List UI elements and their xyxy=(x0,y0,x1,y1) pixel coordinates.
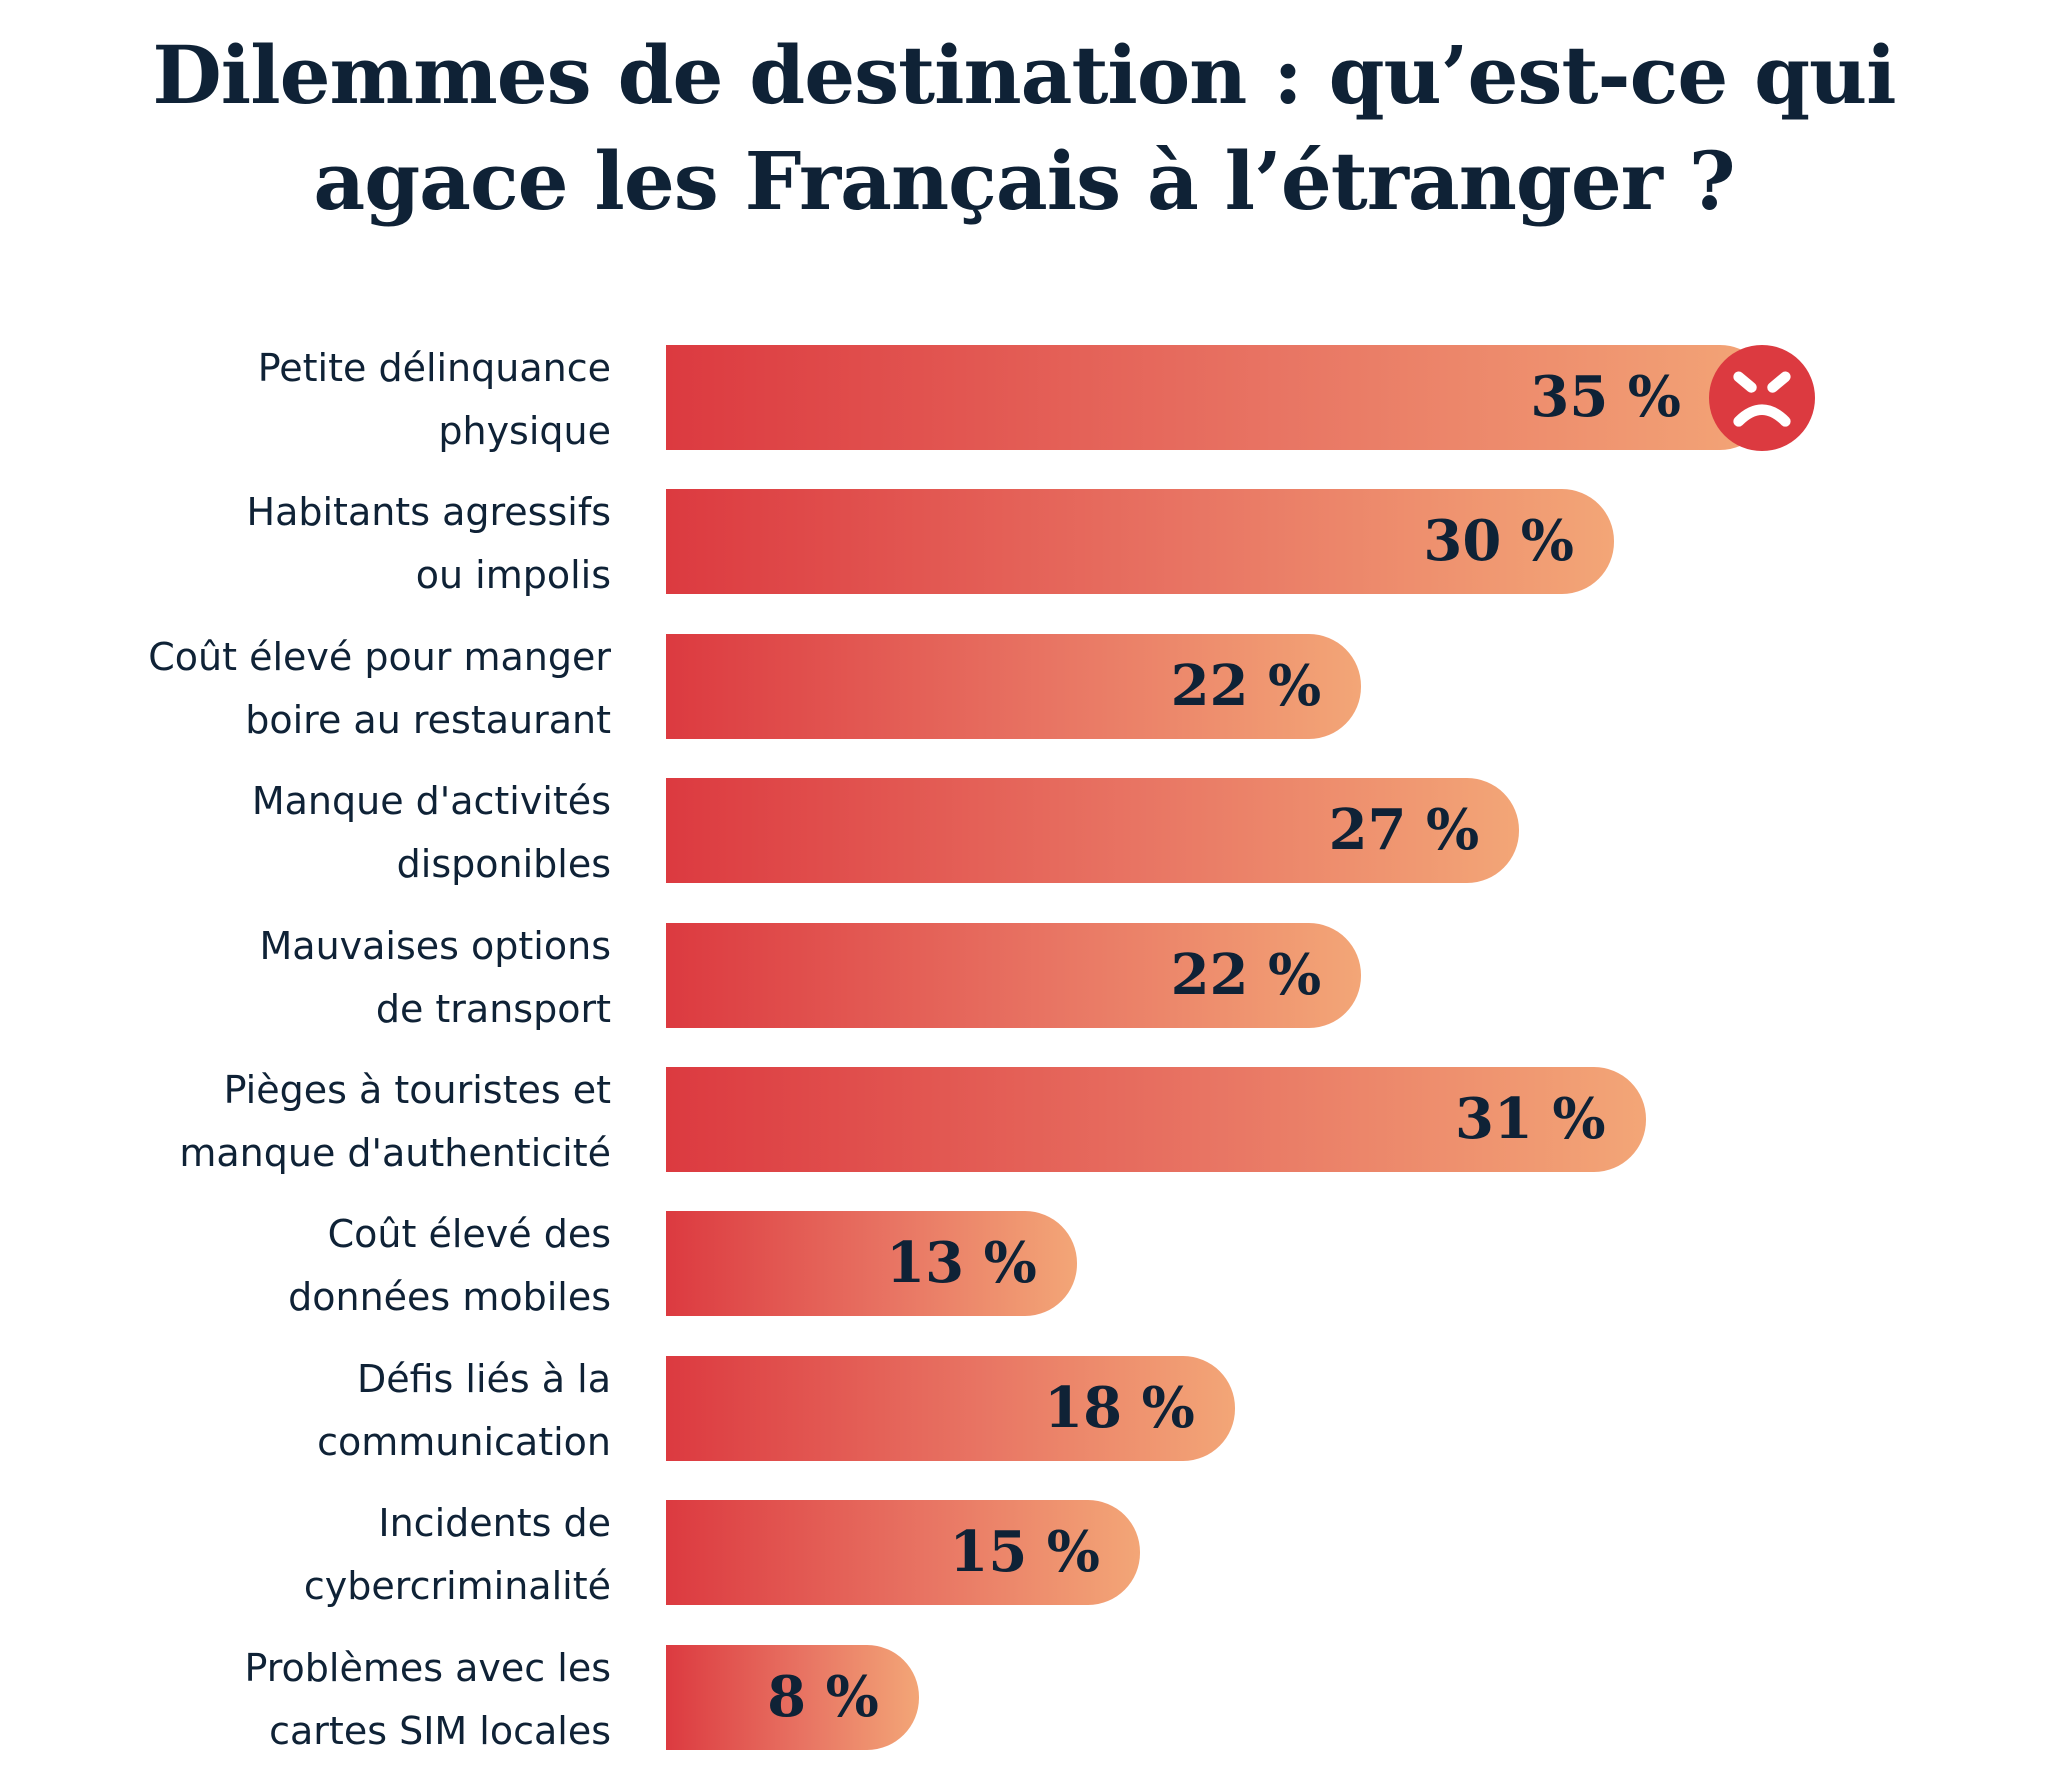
category-label-line: physique xyxy=(438,409,611,453)
category-label: Mauvaises options de transport xyxy=(11,915,612,1041)
value-label: 30 % xyxy=(1423,508,1574,575)
bar-row: Petite délinquance physique 35 % xyxy=(0,345,2048,453)
bar xyxy=(666,1644,919,1750)
category-label-line: Mauvaises options xyxy=(259,923,612,968)
value-label: 18 % xyxy=(1044,1374,1195,1441)
category-label-line: Coût élevé pour manger xyxy=(148,634,611,679)
value-label: 15 % xyxy=(949,1519,1100,1586)
category-label-line: boire au restaurant xyxy=(245,697,611,742)
category-label: Coût élevé pour manger boire au restauran… xyxy=(11,626,611,752)
category-label-line: données mobiles xyxy=(288,1275,611,1320)
category-label-line: Manque d'activités xyxy=(251,779,611,824)
bar xyxy=(666,1067,1646,1172)
bar xyxy=(666,778,1520,884)
value-label: 31 % xyxy=(1454,1086,1606,1152)
category-label-line: Habitants agressifs xyxy=(246,490,612,535)
category-label-line: Pièges à touristes et xyxy=(223,1068,611,1112)
bar-row: Problèmes avec les cartes SIM locales 8 % xyxy=(0,1644,2048,1753)
bar xyxy=(666,1355,1235,1461)
category-label-line: disponibles xyxy=(396,842,611,887)
category-label-line: Problèmes avec les xyxy=(244,1645,611,1690)
category-label-line: manque d'authenticité xyxy=(179,1131,611,1175)
category-label-line: Coût élevé des xyxy=(327,1212,611,1257)
category-label: Pièges à touristes et manque d'authentici… xyxy=(11,1059,611,1185)
bar-row: Coût élevé pour manger boire au restauran… xyxy=(0,633,2048,742)
category-label-line: Petite délinquance xyxy=(257,346,611,390)
category-label: Manque d'activités disponibles xyxy=(11,770,611,896)
title-line-1: Dilemmes de destination : qu’est-ce qui xyxy=(152,28,1896,122)
category-label-line: Incidents de xyxy=(378,1501,611,1546)
bar-row: Manque d'activités disponibles 27 % xyxy=(0,778,2048,886)
category-label: Habitants agressifs ou impolis xyxy=(11,481,612,607)
chart-title: Dilemmes de destination : qu’est-ce qui … xyxy=(0,22,2048,234)
category-label-line: cartes SIM locales xyxy=(269,1708,611,1753)
bar-row: Coût élevé des données mobiles 13 % xyxy=(0,1211,2048,1319)
value-label: 22 % xyxy=(1170,941,1322,1008)
category-label-line: de transport xyxy=(375,986,611,1031)
bar xyxy=(666,489,1614,595)
bar xyxy=(666,922,1362,1028)
bar-row: Habitants agressifs ou impolis 30 % xyxy=(0,489,2048,597)
bar-row: Incidents de cybercriminalité 15 % xyxy=(0,1500,2048,1608)
value-label: 13 % xyxy=(886,1230,1037,1297)
category-label: Coût élevé des données mobiles xyxy=(11,1203,611,1329)
category-label: Petite délinquance physique xyxy=(11,337,611,463)
bar-row: Défis liés à la communication 18 % xyxy=(0,1355,2048,1464)
value-label: 22 % xyxy=(1170,652,1322,719)
category-label-line: ou impolis xyxy=(415,553,611,598)
title-line-2: agace les Français à l’étranger ? xyxy=(313,134,1735,228)
category-label: Incidents de cybercriminalité xyxy=(11,1492,611,1618)
value-label: 35 % xyxy=(1530,364,1681,430)
category-label-line: communication xyxy=(317,1419,611,1464)
angry-face-icon xyxy=(1709,345,1815,451)
bar xyxy=(666,1211,1077,1317)
bar xyxy=(666,345,1772,450)
value-label: 27 % xyxy=(1328,797,1480,864)
category-label: Défis liés à la communication xyxy=(11,1348,611,1474)
bar-row: Pièges à touristes et manque d'authentici… xyxy=(0,1067,2048,1175)
category-label-line: Défis liés à la xyxy=(356,1356,611,1401)
category-label: Problèmes avec les cartes SIM locales xyxy=(11,1637,611,1763)
category-label-line: cybercriminalité xyxy=(303,1564,611,1609)
bar-row: Mauvaises options de transport 22 % xyxy=(0,922,2048,1031)
value-label: 8 % xyxy=(767,1663,879,1730)
bar xyxy=(666,633,1362,739)
bar xyxy=(666,1500,1140,1606)
